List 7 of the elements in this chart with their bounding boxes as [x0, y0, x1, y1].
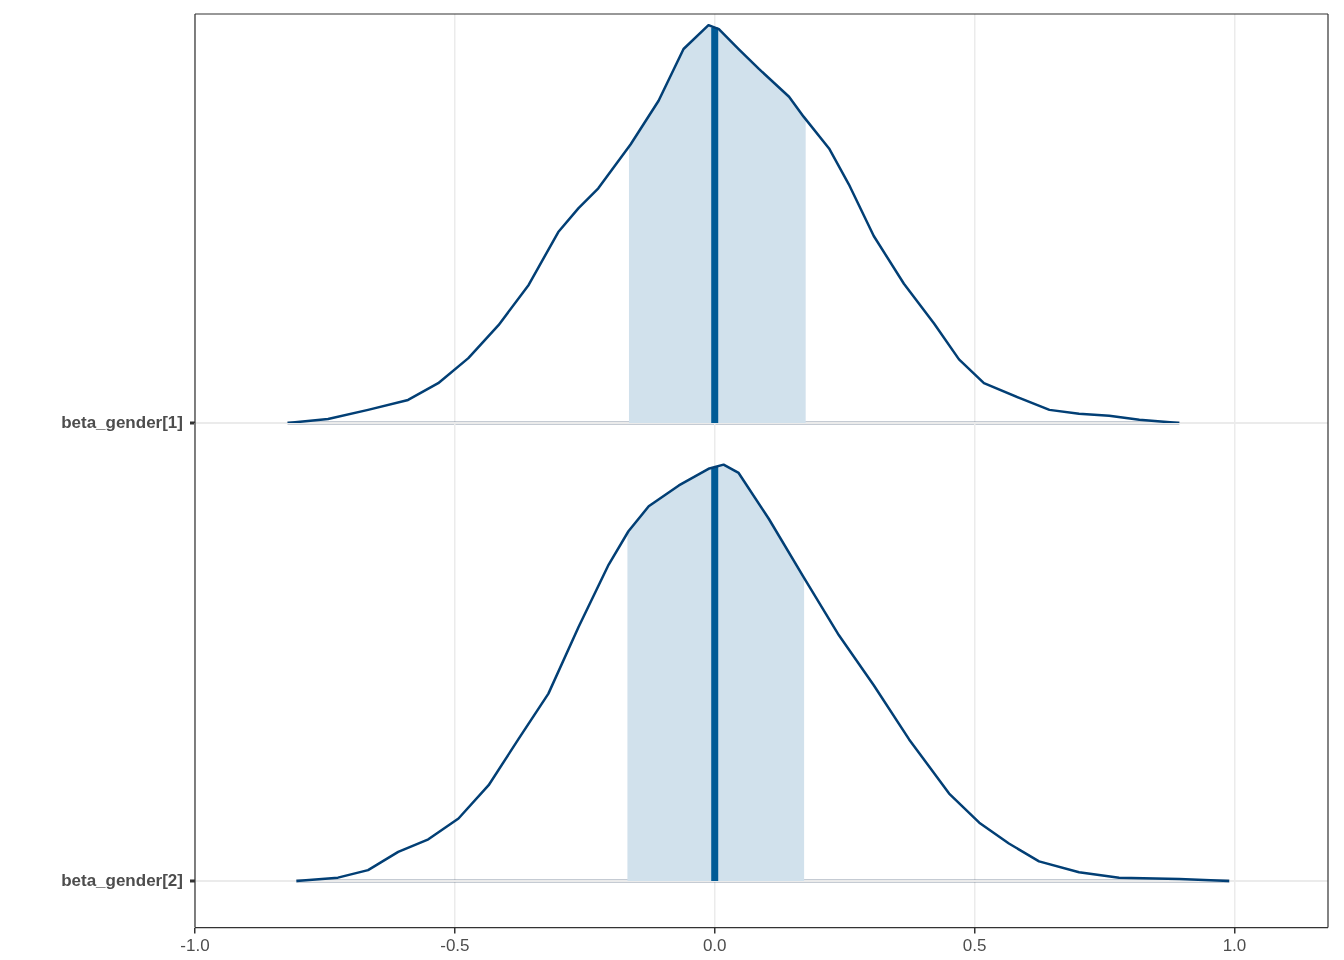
y-axis-title: beta_gender[2] — [61, 870, 183, 890]
x-tick-label: 0.0 — [702, 936, 727, 956]
x-tick-label: -0.5 — [440, 936, 470, 956]
x-tick-label: 1.0 — [1222, 936, 1247, 956]
x-tick-label: 0.5 — [962, 936, 987, 956]
y-axis-title: beta_gender[1] — [61, 412, 183, 432]
x-tick-label: -1.0 — [180, 936, 210, 956]
